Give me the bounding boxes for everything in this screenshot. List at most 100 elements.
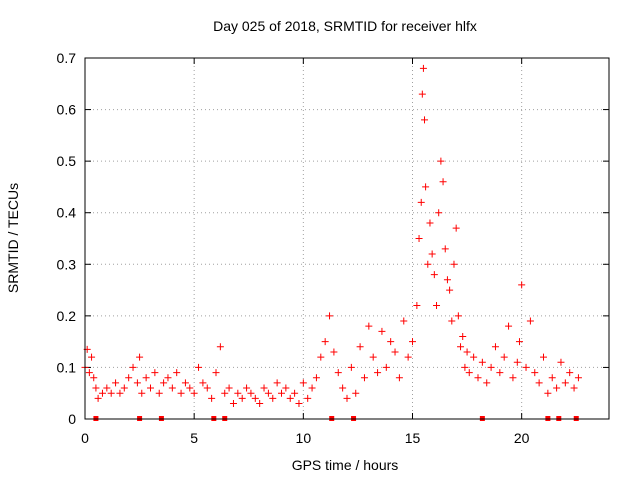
data-point xyxy=(330,348,338,356)
x-tick-label: 20 xyxy=(514,430,530,446)
data-point xyxy=(424,260,432,268)
data-point xyxy=(88,353,96,361)
data-point xyxy=(450,260,458,268)
data-point xyxy=(435,209,443,217)
data-point xyxy=(446,286,454,294)
data-point xyxy=(448,317,456,325)
data-point xyxy=(417,198,425,206)
data-point xyxy=(548,374,556,382)
data-point xyxy=(433,302,441,310)
data-point xyxy=(147,384,154,392)
data-point xyxy=(317,353,325,361)
data-point xyxy=(269,394,277,402)
data-point xyxy=(264,389,272,397)
data-point xyxy=(474,374,482,382)
data-point xyxy=(421,116,429,124)
y-tick-label: 0.3 xyxy=(57,256,77,272)
data-point xyxy=(186,384,194,392)
data-point xyxy=(513,358,521,366)
data-point xyxy=(500,353,508,361)
data-point xyxy=(461,363,469,371)
data-point xyxy=(112,379,120,387)
data-point xyxy=(531,369,539,377)
data-point xyxy=(339,384,347,392)
data-point xyxy=(190,389,198,397)
data-point xyxy=(195,363,203,371)
plot-frame xyxy=(84,57,610,420)
x-tick-label: 5 xyxy=(190,430,198,446)
data-point xyxy=(216,343,224,351)
data-point xyxy=(234,389,242,397)
data-point xyxy=(443,276,451,284)
data-point xyxy=(312,374,320,382)
x-tick-label: 10 xyxy=(296,430,312,446)
data-point xyxy=(129,363,137,371)
data-point xyxy=(160,379,168,387)
y-tick-label: 0.2 xyxy=(57,308,77,324)
data-point xyxy=(430,271,438,279)
data-point xyxy=(428,250,436,258)
data-point xyxy=(483,379,491,387)
data-point xyxy=(291,389,299,397)
data-point xyxy=(203,384,211,392)
data-point xyxy=(395,374,403,382)
data-point xyxy=(365,322,373,330)
data-point xyxy=(221,389,229,397)
axis-ticks: 0 0.1 0.2 0.3 0.4 0.5 0.6 0.7 0 5 10 15 20 xyxy=(57,50,609,446)
data-point xyxy=(120,384,128,392)
data-point xyxy=(378,327,386,335)
data-point xyxy=(509,374,517,382)
data-point xyxy=(334,369,342,377)
y-tick-label: 0.7 xyxy=(57,50,77,66)
data-point xyxy=(491,343,499,351)
x-tick-label: 15 xyxy=(405,430,421,446)
data-point xyxy=(286,394,294,402)
data-point xyxy=(107,389,115,397)
data-point xyxy=(238,394,246,402)
data-point xyxy=(478,358,486,366)
data-points xyxy=(81,64,582,408)
data-point xyxy=(103,384,111,392)
data-point xyxy=(553,384,561,392)
data-point xyxy=(225,384,233,392)
data-point xyxy=(535,379,543,387)
data-point xyxy=(173,369,181,377)
data-point xyxy=(570,384,578,392)
y-tick-label: 0.5 xyxy=(57,153,77,169)
data-point xyxy=(98,389,106,397)
data-point xyxy=(136,353,144,361)
data-point xyxy=(374,369,382,377)
data-point xyxy=(347,363,355,371)
data-point xyxy=(92,384,100,392)
data-point xyxy=(515,338,523,346)
data-point xyxy=(459,332,467,340)
data-point xyxy=(463,348,471,356)
data-point xyxy=(566,369,574,377)
data-point xyxy=(208,394,216,402)
data-point xyxy=(439,178,447,186)
data-point xyxy=(142,374,150,382)
data-point xyxy=(229,400,237,408)
data-point xyxy=(199,379,207,387)
data-point xyxy=(437,157,445,165)
data-point xyxy=(299,379,307,387)
data-point xyxy=(155,389,163,397)
data-point xyxy=(400,317,408,325)
data-point xyxy=(422,183,430,191)
data-point xyxy=(125,374,133,382)
chart-title: Day 025 of 2018, SRMTID for receiver hlf… xyxy=(213,18,477,34)
data-point xyxy=(387,338,395,346)
data-point xyxy=(138,389,146,397)
data-point xyxy=(457,343,465,351)
y-tick-label: 0.6 xyxy=(57,102,77,118)
data-point xyxy=(426,219,434,227)
data-point xyxy=(544,389,552,397)
data-point xyxy=(177,389,185,397)
data-point xyxy=(454,312,462,320)
data-point xyxy=(505,322,513,330)
data-point xyxy=(526,317,534,325)
data-point xyxy=(382,363,390,371)
data-point xyxy=(522,363,530,371)
data-point xyxy=(415,235,423,242)
